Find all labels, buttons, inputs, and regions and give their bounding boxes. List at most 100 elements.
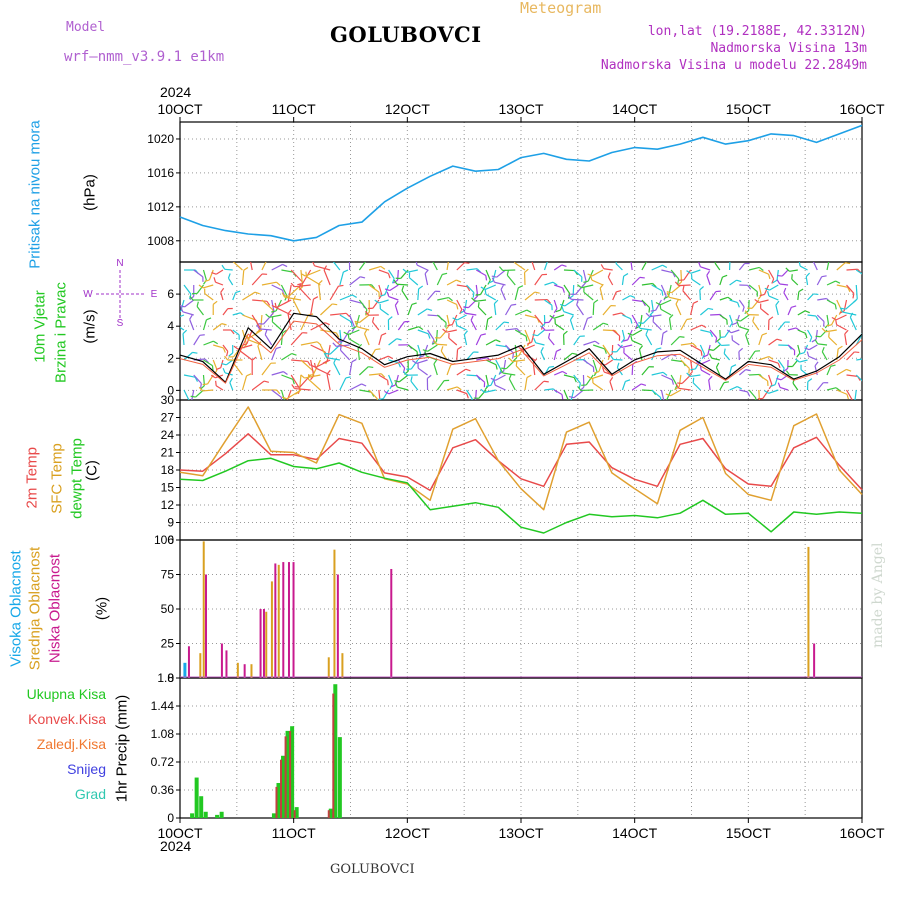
wind-barb-flag (634, 324, 638, 330)
wind-barb-flag (455, 320, 458, 326)
wind-barb (715, 367, 721, 376)
x-tick-label: 12OCT (385, 101, 431, 117)
wind-barb (592, 322, 604, 331)
wind-barb (388, 269, 395, 279)
wind-barb (544, 299, 553, 306)
x-tick-label: 16OCT (839, 101, 885, 117)
wind-barb-flag (524, 268, 529, 273)
wind-barb-flag (393, 279, 398, 285)
wind-barb-flag (221, 323, 227, 326)
wind-barb (215, 269, 224, 275)
wind-barb (680, 359, 690, 369)
legend-hail: Grad (74, 786, 106, 802)
wind-barb (807, 314, 816, 317)
wind-barb-flag (849, 312, 854, 318)
wind-barb (583, 340, 596, 346)
wind-barb (836, 284, 848, 288)
wind-barb-flag (647, 260, 652, 261)
wind-barb (581, 284, 594, 289)
wind-barb (660, 284, 667, 297)
wind-barb (826, 280, 836, 286)
wind-barb (500, 289, 507, 301)
y-tick-label: 50 (161, 602, 175, 616)
wind-barb (591, 279, 604, 286)
wind-barb (731, 329, 740, 334)
wind-barb-flag (772, 279, 778, 284)
wind-barb (378, 299, 389, 304)
y-tick-label: 1.08 (151, 727, 175, 741)
coordinates: lon,lat (19.2188E, 42.3312N) (647, 24, 867, 39)
wind-barb-flag (465, 368, 471, 372)
cloud-bar (220, 643, 223, 678)
wind-barb-flag (746, 391, 751, 397)
wind-barb (660, 308, 672, 316)
wind-barb (729, 299, 738, 304)
cloud-bar (187, 646, 190, 678)
wind-barb (339, 377, 347, 391)
wind-barb-flag (433, 339, 437, 345)
wind-barb-flag (729, 322, 733, 328)
wind-barb-flag (484, 289, 487, 295)
temp-line-0 (179, 433, 863, 492)
wind-barb (213, 344, 224, 349)
wind-barb (347, 329, 360, 336)
wind-barb-flag (555, 309, 561, 313)
wind-barb (485, 284, 497, 291)
wind-barb (762, 389, 770, 399)
wind-barb-flag (281, 292, 286, 298)
wind-barb-flag (662, 371, 668, 376)
wind-barb (305, 269, 321, 277)
wind-barb (671, 284, 682, 294)
wind-barb-flag (447, 324, 453, 327)
wind-barb (269, 314, 282, 318)
wind-barb-flag (661, 401, 664, 405)
wind-barb (777, 321, 786, 331)
wind-barb-flag (804, 347, 810, 351)
wind-barb (505, 344, 514, 354)
wind-barb-flag (206, 317, 212, 321)
wind-barb (661, 374, 673, 381)
wind-barb (342, 329, 351, 342)
wind-barb (592, 382, 604, 391)
wind-barb (805, 276, 809, 286)
wind-barb-flag (282, 402, 285, 406)
precip-bar (281, 755, 286, 818)
wind-barb (816, 276, 823, 286)
wind-barb-flag (716, 337, 721, 343)
wind-barb-flag (332, 342, 337, 347)
wind-barb-flag (198, 284, 204, 289)
wind-barb-flag (499, 368, 504, 374)
wind-barb-flag (645, 312, 651, 318)
wind-barb-flag (809, 337, 813, 343)
wind-barb (203, 359, 213, 367)
cloud-bar (327, 657, 330, 678)
wind-barb-flag (617, 343, 623, 348)
wind-barb (463, 334, 468, 346)
wind-barb (466, 374, 478, 377)
precip-bar (289, 730, 292, 818)
wind-barb-flag (662, 264, 668, 269)
pressure-line (179, 124, 863, 242)
wind-barb-flag (300, 273, 306, 277)
wind-barb (638, 349, 643, 361)
wind-barb-flag (448, 297, 453, 302)
wind-barb (816, 382, 824, 391)
wind-barb (196, 306, 204, 316)
precip-bar (284, 736, 287, 818)
wind-speed-line (179, 312, 863, 383)
wind-barb-flag (292, 295, 297, 301)
wind-barb-flag (424, 269, 429, 275)
wind-barb-flag (394, 300, 399, 306)
wind-barb-flag (275, 346, 282, 350)
wind-barb-flag (456, 279, 462, 283)
wind-barb (649, 314, 662, 318)
wind-barb (709, 329, 718, 339)
wind-barb-flag (686, 318, 692, 321)
wind-barb (603, 268, 613, 271)
wind-barb-flag (623, 273, 629, 277)
wind-barb (661, 269, 674, 274)
wind-barb (349, 276, 361, 286)
wind-barb-flag (512, 357, 518, 362)
wind-barb (294, 387, 311, 391)
wind-barb (372, 299, 380, 309)
